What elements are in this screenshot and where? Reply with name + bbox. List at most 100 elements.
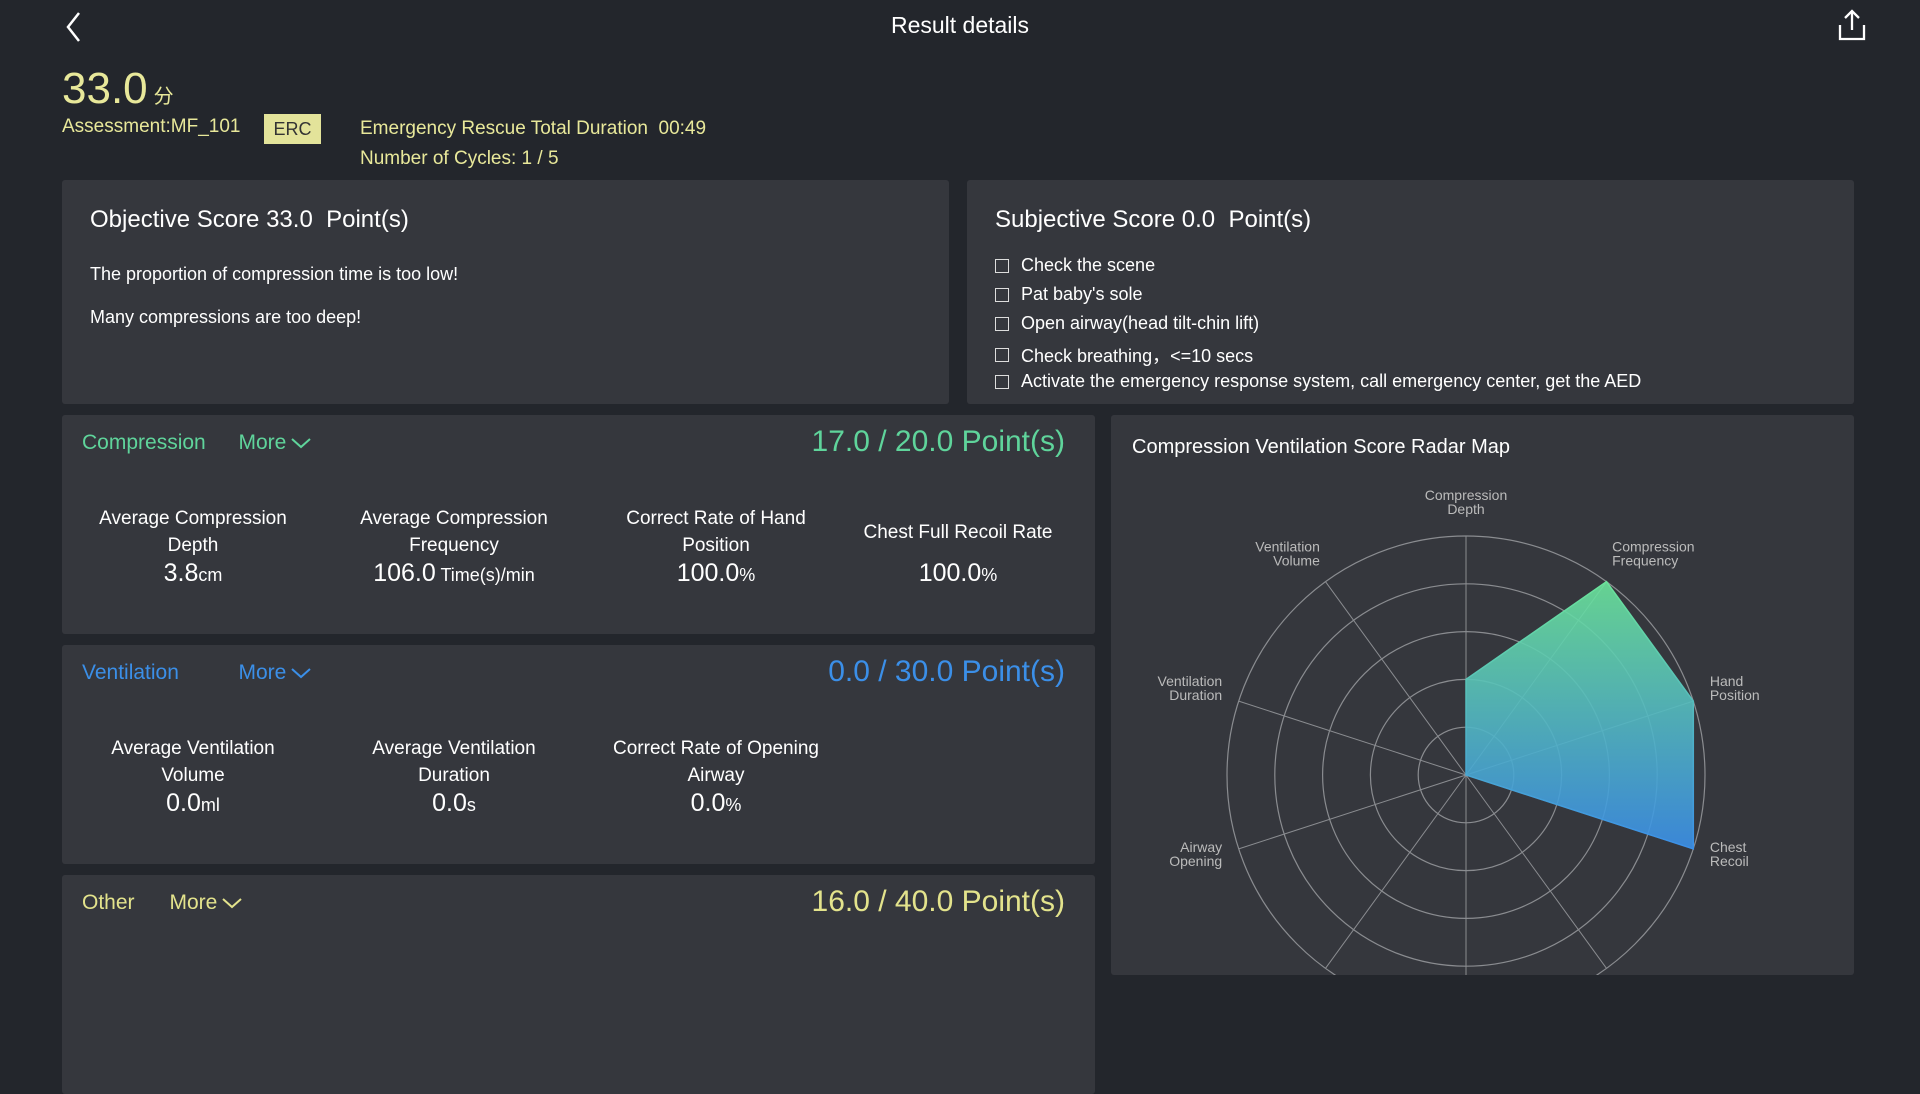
chevron — [291, 668, 312, 679]
share-icon — [1838, 9, 1866, 41]
metric-unit: % — [725, 795, 742, 815]
metric-value-row: 100.0% — [843, 559, 1073, 588]
metric-unit: % — [981, 565, 998, 585]
page-title: Result details — [890, 12, 1030, 38]
metric: Chest Full Recoil Rate 100.0% — [843, 505, 1073, 588]
more-toggle[interactable]: More — [170, 891, 244, 915]
spoke — [1325, 581, 1467, 776]
chart-title: Compression Ventilation Score Radar Map — [1132, 436, 1510, 458]
duration: Emergency Rescue Total Duration 00:49 — [360, 118, 707, 139]
more-label: More — [238, 661, 287, 684]
more-toggle[interactable]: More — [239, 431, 313, 455]
message: The proportion of compression time is to… — [90, 264, 459, 284]
more-label: More — [238, 431, 287, 454]
section-name: Ventilation — [82, 661, 179, 684]
checkbox — [995, 287, 1009, 302]
section-card: Other More 16.0 / 40.0 Point(s) — [62, 875, 1095, 1094]
message: Many compressions are too deep! — [90, 307, 362, 327]
metric-unit: ml — [200, 795, 220, 815]
checklist-item[interactable]: Check breathing，<=10 secs — [995, 342, 1253, 368]
checkbox — [995, 374, 1009, 389]
metric-label: Average Ventilation Duration — [372, 738, 536, 786]
checklist-item[interactable]: Open airway(head tilt-chin lift) — [995, 313, 1259, 334]
spoke — [1465, 774, 1607, 969]
metric-unit: cm — [198, 565, 223, 585]
item-label: Check breathing，<=10 secs — [1021, 346, 1254, 366]
subjective-card: Subjective Score 0.0 Point(s) Check the … — [967, 180, 1854, 404]
chevron — [291, 438, 312, 449]
score-value: 33.0 — [62, 64, 148, 113]
checklist-item[interactable]: Check the scene — [995, 255, 1155, 276]
metric-value: 0.0 — [432, 789, 467, 817]
section-card: Compression More 17.0 / 20.0 Point(s) Avera… — [62, 415, 1095, 634]
back-icon — [66, 12, 80, 42]
axis-label: Airway Opening — [1169, 839, 1222, 869]
axis-label: Compression Depth — [1425, 487, 1507, 517]
spoke — [1238, 774, 1467, 850]
metric-value-row: 100.0% — [601, 559, 831, 588]
metric-unit: s — [466, 795, 476, 815]
metric-value: 0.0 — [690, 789, 726, 817]
more-toggle[interactable]: More — [239, 661, 313, 685]
axis-label: Ventilation Duration — [1158, 673, 1223, 703]
metric-value: 100.0 — [676, 559, 740, 587]
more-label: More — [169, 891, 218, 914]
axis-label: Ventilation Volume — [1255, 538, 1320, 568]
checkbox — [995, 348, 1009, 362]
item-label: Check the scene — [1021, 255, 1156, 275]
metric: Correct Rate of Opening Airway 0.0% — [601, 735, 831, 818]
chevron — [222, 898, 243, 909]
metric-label: Correct Rate of Hand Position — [626, 508, 806, 556]
section-name: Compression — [82, 431, 206, 454]
share-button[interactable] — [1837, 8, 1867, 47]
metric: Average Compression Frequency 106.0 Time(… — [339, 505, 569, 588]
score-unit: 分 — [153, 86, 174, 108]
metric: Average Ventilation Volume 0.0ml — [78, 735, 308, 818]
section-score: 16.0 / 40.0 Point(s) — [811, 885, 1065, 918]
axis-label: Hand Position — [1710, 673, 1760, 703]
metric-value-row: 0.0% — [601, 789, 831, 818]
section-score: 17.0 / 20.0 Point(s) — [811, 425, 1065, 458]
page: Result details 33.0 分 Assessment:MF_101 E… — [62, 8, 1867, 1094]
cycles: Number of Cycles: 1 / 5 — [360, 148, 559, 169]
metric-value: 106.0 — [373, 559, 436, 587]
metric-label: Average Compression Depth — [99, 508, 287, 556]
metric-value: 0.0 — [166, 789, 201, 817]
item-label: Open airway(head tilt-chin lift) — [1021, 313, 1260, 333]
metric: Average Ventilation Duration 0.0s — [339, 735, 569, 818]
back-button[interactable] — [64, 10, 84, 49]
spoke — [1238, 700, 1467, 776]
assessment: Assessment:MF_101 — [62, 116, 241, 137]
radar-chart: Compression Depth Compression Frequency Hand… — [1158, 487, 1760, 975]
total-score: 33.0 分 — [62, 64, 174, 114]
metric-value-row: 0.0s — [339, 789, 569, 818]
metric-label: Correct Rate of Opening Airway — [613, 738, 819, 786]
checkbox — [995, 316, 1009, 331]
metric-label: Average Compression Frequency — [360, 508, 548, 556]
metric-label: Average Ventilation Volume — [111, 738, 275, 786]
card-title: Subjective Score 0.0 Point(s) — [995, 206, 1312, 233]
metric-unit: % — [739, 565, 756, 585]
metric: Correct Rate of Hand Position 100.0% — [601, 505, 831, 588]
item-label: Pat baby's sole — [1021, 284, 1143, 304]
objective-card: Objective Score 33.0 Point(s) The propor… — [62, 180, 949, 404]
card-title: Objective Score 33.0 Point(s) — [90, 206, 409, 233]
section-score: 0.0 / 30.0 Point(s) — [828, 655, 1065, 688]
checkbox — [995, 258, 1009, 273]
spoke — [1325, 774, 1467, 969]
metric-label: Chest Full Recoil Rate — [863, 521, 1053, 543]
axis-label: Compression Frequency — [1612, 538, 1694, 568]
metric-value-row: 3.8cm — [78, 559, 308, 588]
radar-area — [1465, 580, 1695, 850]
section-name: Other — [82, 891, 135, 914]
checklist-item[interactable]: Activate the emergency response system, … — [995, 371, 1641, 392]
checklist-item[interactable]: Pat baby's sole — [995, 284, 1143, 305]
axis-label: Chest Recoil — [1710, 839, 1749, 869]
metric-value: 3.8 — [163, 559, 199, 587]
section-card: Ventilation More 0.0 / 30.0 Point(s) Averag… — [62, 645, 1095, 864]
metric-unit: Time(s)/min — [435, 565, 535, 585]
badge: ERC — [264, 114, 321, 144]
metric: Average Compression Depth 3.8cm — [78, 505, 308, 588]
item-label: Activate the emergency response system, … — [1021, 371, 1642, 391]
radar-card: Compression Ventilation Score Radar Map … — [1111, 415, 1854, 975]
